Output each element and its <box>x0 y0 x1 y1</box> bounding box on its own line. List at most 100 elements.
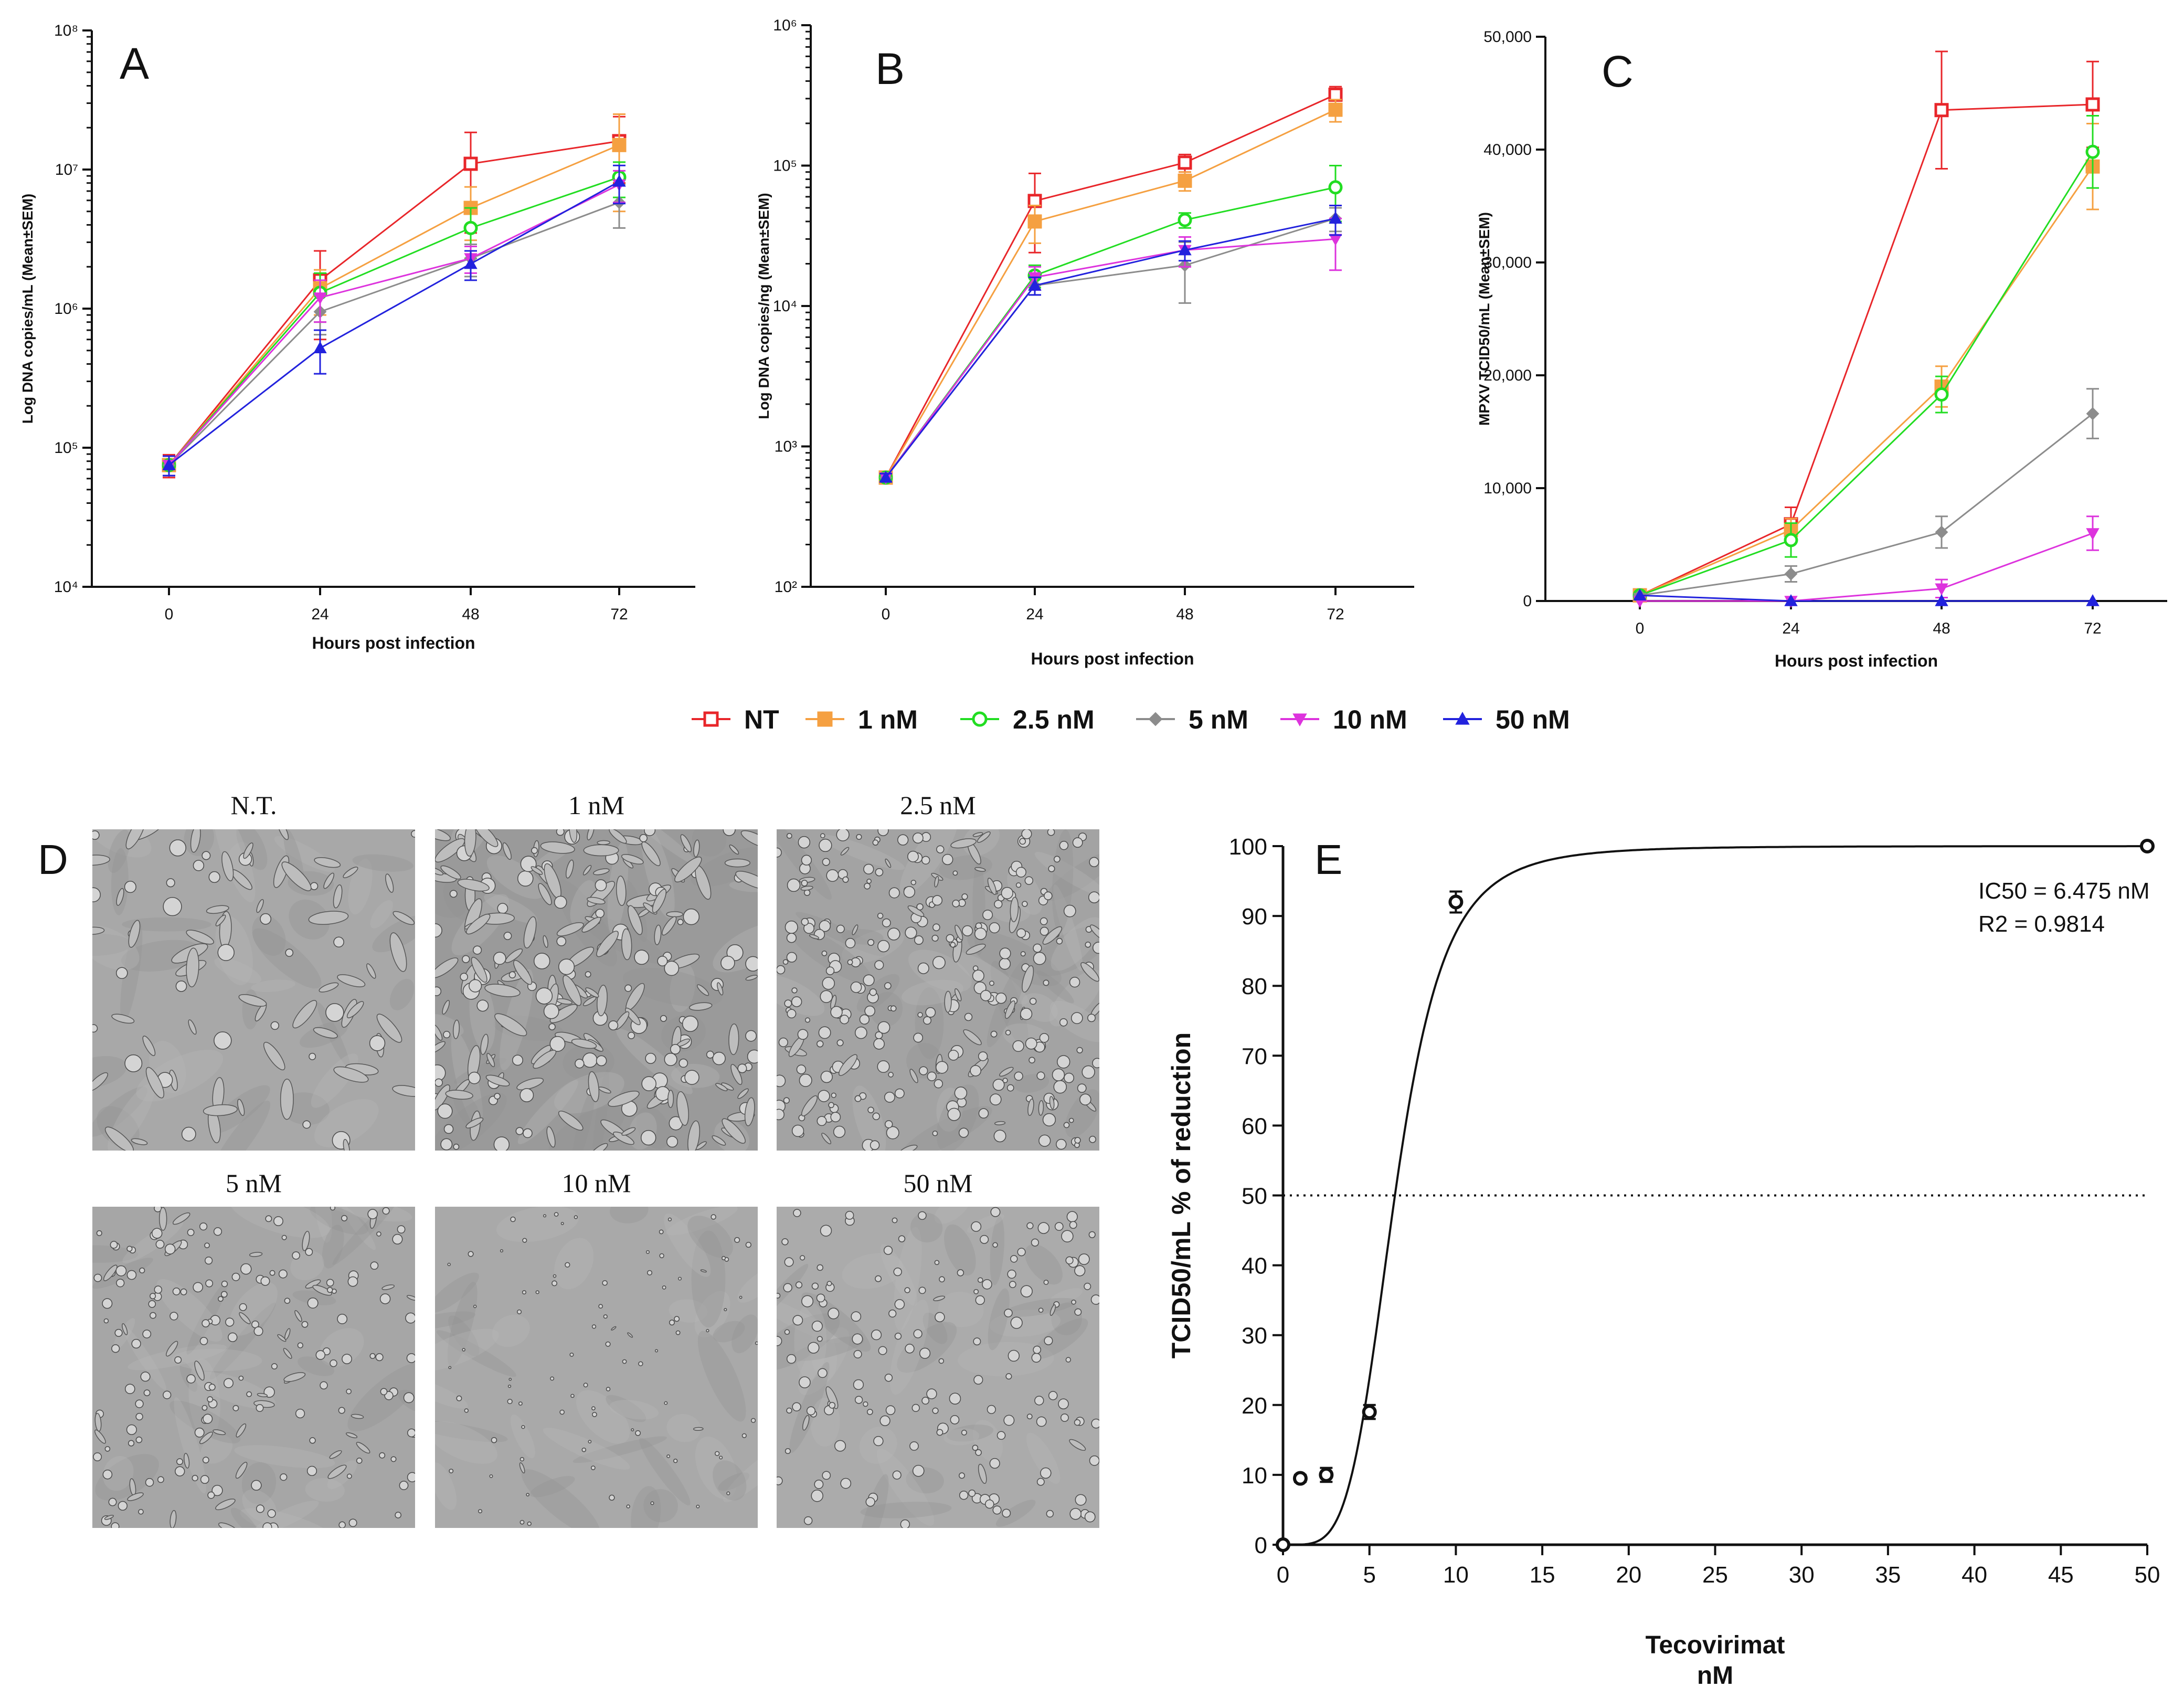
series-line <box>885 217 1336 478</box>
data-point <box>1633 588 1647 601</box>
data-point <box>1178 155 1192 170</box>
series-line <box>885 186 1336 478</box>
data-point <box>1448 894 1464 910</box>
chart-a: 10⁴ 10⁵ 10⁶ 10⁷ 10⁸ 0 24 48 72 Hours post infecti… <box>19 22 695 652</box>
series-line <box>168 176 620 466</box>
panel-letter: A <box>120 39 149 88</box>
data-point <box>879 470 893 483</box>
micrograph-image <box>435 1207 758 1528</box>
data-point <box>1784 567 1798 581</box>
legend-label: NT <box>744 705 779 734</box>
legend-marker <box>1455 711 1470 725</box>
panel-letter-d: D <box>38 836 68 883</box>
y-tick-label: 90 <box>1242 904 1267 930</box>
data-point <box>1328 87 1343 102</box>
fit-curve <box>1283 845 2147 1546</box>
series-line <box>168 181 620 466</box>
x-tick-label: 0 <box>1636 620 1645 637</box>
y-tick-label: 0 <box>1255 1533 1267 1558</box>
x-axis-label: Hours post infection <box>312 634 475 652</box>
x-tick-label: 48 <box>1933 620 1950 637</box>
legend: NT 1 nM 2.5 nM 5 nM 10 nM 50 nM <box>692 705 1570 734</box>
legend-item: 10 nM <box>1280 705 1407 734</box>
micrograph-image <box>435 829 758 1151</box>
x-tick-label: 0 <box>882 606 890 623</box>
data-point <box>1328 180 1343 195</box>
series-line <box>1639 103 2093 596</box>
x-axis-label: Hours post infection <box>1775 651 1938 670</box>
series-line <box>1639 166 2094 596</box>
data-point <box>463 156 478 171</box>
y-tick-label: 60 <box>1242 1113 1267 1139</box>
y-tick-label: 10⁸ <box>54 22 78 39</box>
y-tick-label: 100 <box>1229 834 1267 860</box>
data-point <box>2086 528 2100 541</box>
legend-label: 50 nM <box>1496 705 1570 734</box>
x-tick-label: 24 <box>1782 620 1799 637</box>
x-axis-label: Hours post infection <box>1031 649 1194 668</box>
data-point <box>1027 214 1042 229</box>
data-point <box>313 292 327 305</box>
panel-letter: E <box>1314 836 1342 883</box>
data-point <box>1935 583 1948 596</box>
micrograph-title: 50 nM <box>903 1168 973 1198</box>
panel-letter: B <box>875 44 905 93</box>
series-line <box>885 94 1336 478</box>
legend-label: 2.5 nM <box>1013 705 1095 734</box>
y-tick-label: 50 <box>1242 1184 1267 1209</box>
y-tick-label: 10² <box>775 578 797 596</box>
micrograph-title: 2.5 nM <box>900 790 976 820</box>
x-tick-label: 48 <box>1176 606 1193 623</box>
legend-marker <box>1148 712 1163 726</box>
y-tick-label: 10⁷ <box>55 161 78 178</box>
series-line <box>168 140 620 466</box>
micrograph-title: 5 nM <box>226 1168 282 1198</box>
data-point <box>1028 278 1042 291</box>
x-tick-label: 72 <box>610 606 628 623</box>
y-tick-label: 10³ <box>775 438 797 456</box>
y-tick-label: 0 <box>1523 593 1532 610</box>
legend-marker <box>972 711 988 727</box>
x-tick-label: 45 <box>2048 1562 2074 1588</box>
micrograph-title: N.T. <box>230 790 277 820</box>
micrograph-image <box>92 1207 415 1528</box>
micrograph-title: 1 nM <box>568 790 624 820</box>
data-point <box>464 257 478 269</box>
x-tick-label: 25 <box>1702 1562 1728 1588</box>
data-point <box>313 341 327 354</box>
data-point <box>612 174 626 187</box>
series-line <box>1639 413 2093 596</box>
y-tick-label: 10⁶ <box>54 300 78 318</box>
data-point <box>162 458 176 470</box>
legend-marker <box>703 711 719 727</box>
data-point <box>1178 173 1192 188</box>
data-point <box>1784 594 1798 606</box>
y-tick-label: 10⁵ <box>773 157 797 175</box>
data-point <box>2086 594 2100 606</box>
data-point <box>2085 97 2100 112</box>
legend-item: 5 nM <box>1136 705 1248 734</box>
micrograph-title: 10 nM <box>561 1168 631 1198</box>
ic50-annotation: IC50 = 6.475 nM <box>1978 878 2150 904</box>
data-point <box>1276 1537 1290 1552</box>
legend-item: 1 nM <box>805 705 918 734</box>
y-tick-label: 10⁴ <box>54 578 78 596</box>
data-point <box>1362 1405 1377 1420</box>
y-tick-label: 50,000 <box>1483 28 1532 46</box>
series-line <box>168 184 620 466</box>
y-axis-label: MPXV TCID50/mL (Mean±SEM) <box>1476 212 1492 426</box>
y-tick-label: 10 <box>1242 1463 1267 1489</box>
x-axis-label: Tecovirimat <box>1646 1631 1785 1659</box>
y-tick-label: 20 <box>1242 1393 1267 1419</box>
legend-item: 2.5 nM <box>960 705 1095 734</box>
micrograph-image <box>92 829 415 1151</box>
legend-marker <box>817 711 833 727</box>
chart-e: 0 10 20 30 40 50 60 70 80 90 100 0 5 10 15 20 25 30 35 40 45… <box>1167 834 2160 1690</box>
micrograph-image <box>777 1207 1099 1528</box>
data-point <box>1935 525 1948 539</box>
y-tick-label: 10⁵ <box>54 439 78 457</box>
y-axis-label: TCID50/mL % of reduction <box>1167 1032 1196 1358</box>
legend-label: 1 nM <box>858 705 918 734</box>
series-line <box>885 109 1336 478</box>
data-point <box>1935 594 1948 606</box>
